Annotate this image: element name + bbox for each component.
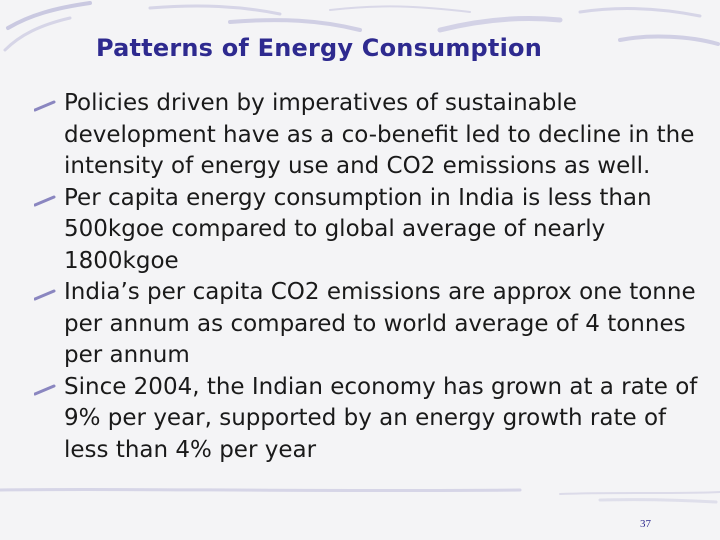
slide-number: 37 <box>640 518 651 530</box>
bullet-item: Policies driven by imperatives of sustai… <box>34 88 699 183</box>
pen-stroke-bullet-icon <box>34 100 56 112</box>
bullet-item: Since 2004, the Indian economy has grown… <box>34 372 699 467</box>
slide-title: Patterns of Energy Consumption <box>96 34 543 62</box>
bullet-list: Policies driven by imperatives of sustai… <box>34 88 699 466</box>
bullet-text: India’s per capita CO2 emissions are app… <box>64 279 696 368</box>
pen-stroke-bullet-icon <box>34 289 56 301</box>
bullet-text: Since 2004, the Indian economy has grown… <box>64 373 698 463</box>
bullet-text: Policies driven by imperatives of sustai… <box>64 90 695 179</box>
bullet-item: Per capita energy consumption in India i… <box>34 183 699 278</box>
bullet-text: Per capita energy consumption in India i… <box>64 184 652 274</box>
bullet-item: India’s per capita CO2 emissions are app… <box>34 277 699 372</box>
pen-stroke-bullet-icon <box>34 384 56 395</box>
pen-stroke-bullet-icon <box>34 195 56 206</box>
